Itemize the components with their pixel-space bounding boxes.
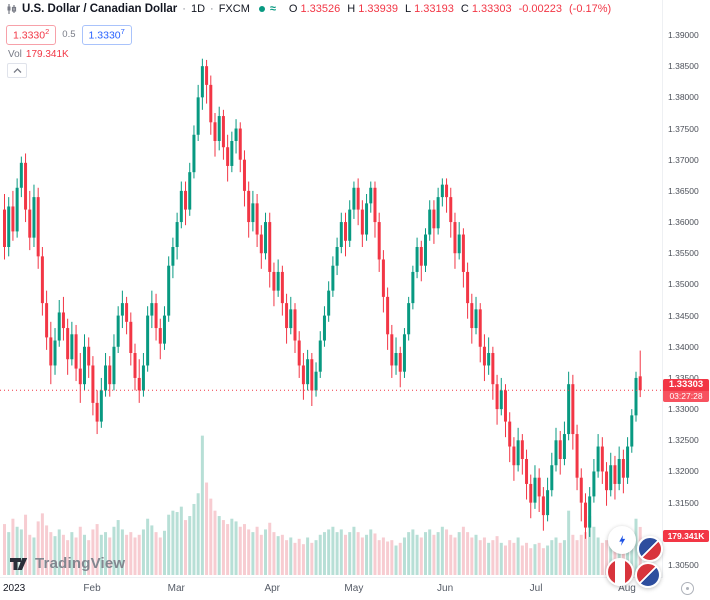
tradingview-logo-text: TradingView xyxy=(35,555,126,572)
change-percent: (-0.17%) xyxy=(569,3,612,15)
collapse-legend-button[interactable] xyxy=(7,63,27,78)
high-value: 1.33939 xyxy=(358,3,398,15)
close-label: C xyxy=(460,3,469,15)
spread-label: 0.5 xyxy=(62,29,76,41)
low-label: L xyxy=(404,3,412,15)
open-label: O xyxy=(288,3,298,15)
price-axis-label: 1.35000 xyxy=(668,279,699,290)
time-axis-label: May xyxy=(344,583,364,594)
price-axis-label: 1.37500 xyxy=(668,123,699,134)
price-axis-label: 1.35500 xyxy=(668,248,699,259)
price-axis-label: 1.36000 xyxy=(668,217,699,228)
price-axis-label: 1.34500 xyxy=(668,310,699,321)
price-axis-label: 1.38000 xyxy=(668,92,699,103)
price-axis-label: 1.36500 xyxy=(668,185,699,196)
time-axis-label: Feb xyxy=(83,583,101,594)
price-axis-label: 1.37000 xyxy=(668,154,699,165)
buy-ask-button[interactable]: 1.33307 xyxy=(81,25,132,45)
time-axis[interactable]: 2023 Feb Mar Apr May Jun Jul Aug xyxy=(0,577,663,600)
chevron-up-icon xyxy=(13,67,21,73)
volume-study-legend[interactable]: Vol 179.341K xyxy=(8,49,69,60)
canada-flag-icon[interactable] xyxy=(606,558,634,586)
lightning-icon xyxy=(618,534,625,546)
price-axis[interactable]: 1.33303 03:27:28 179.341K 1.39000 1.38500… xyxy=(662,0,710,600)
time-axis-label: 2023 xyxy=(3,583,26,594)
exchange-label[interactable]: FXCM xyxy=(218,3,250,15)
ohlc-values: O 1.33526 H 1.33939 L 1.33193 C 1.33303 -0.0… xyxy=(285,3,611,15)
low-value: 1.33193 xyxy=(414,3,454,15)
price-axis-label: 1.38500 xyxy=(668,61,699,72)
instant-order-button[interactable] xyxy=(608,526,636,554)
price-axis-label: 1.34000 xyxy=(668,341,699,352)
price-axis-label: 1.33500 xyxy=(668,372,699,383)
time-axis-label: Apr xyxy=(264,583,280,594)
time-axis-label: Jun xyxy=(437,583,454,594)
last-price-value: 1.33303 xyxy=(663,379,709,392)
title-separator: · xyxy=(182,3,186,15)
sell-bid-button[interactable]: 1.33302 xyxy=(6,25,57,45)
price-axis-label: 1.30500 xyxy=(668,560,699,570)
price-axis-label: 1.39000 xyxy=(668,30,699,40)
flag-pair-secondary-icon[interactable] xyxy=(635,562,661,588)
usdcad-flag-pair-icon[interactable] xyxy=(637,536,663,562)
tradingview-logo-icon xyxy=(10,558,28,570)
high-label: H xyxy=(347,3,356,15)
time-axis-label: Mar xyxy=(167,583,185,594)
approx-price-icon: ≈ xyxy=(269,3,276,15)
interval-button[interactable]: 1D xyxy=(190,3,206,15)
volume-axis-tag: 179.341K xyxy=(663,530,709,542)
price-axis-label: 1.31500 xyxy=(668,497,699,508)
price-axis-label: 1.32000 xyxy=(668,466,699,477)
title-separator: · xyxy=(210,3,214,15)
close-value: 1.33303 xyxy=(471,3,512,15)
bid-ask-row: 1.33302 0.5 1.33307 xyxy=(6,25,132,45)
last-price-tag: 1.33303 03:27:28 xyxy=(663,379,709,403)
time-axis-label: Jul xyxy=(529,583,543,594)
price-axis-label: 1.33000 xyxy=(668,404,699,415)
symbol-icon xyxy=(5,3,17,15)
symbol-header: U.S. Dollar / Canadian Dollar · 1D · FXC… xyxy=(5,3,611,15)
axis-settings-icon[interactable] xyxy=(681,582,694,595)
bar-countdown: 03:27:28 xyxy=(663,391,709,403)
time-axis-label: Aug xyxy=(618,583,636,594)
change-value: -0.00223 xyxy=(518,3,563,15)
volume-label: Vol xyxy=(8,49,22,60)
tradingview-logo[interactable]: TradingView xyxy=(8,553,125,574)
volume-value: 179.341K xyxy=(25,49,69,60)
market-status-dot-icon[interactable] xyxy=(258,6,265,12)
open-value: 1.33526 xyxy=(300,3,341,15)
symbol-title[interactable]: U.S. Dollar / Canadian Dollar xyxy=(22,3,178,15)
price-axis-label: 1.32500 xyxy=(668,435,699,446)
